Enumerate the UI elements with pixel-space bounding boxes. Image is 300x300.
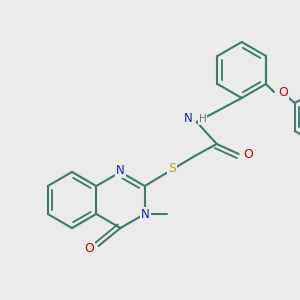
Text: O: O: [243, 148, 253, 161]
Text: N: N: [141, 208, 150, 220]
Text: O: O: [85, 242, 94, 256]
Text: N: N: [116, 164, 125, 178]
Text: H: H: [199, 114, 206, 124]
Text: N: N: [184, 112, 193, 125]
Text: O: O: [278, 86, 288, 100]
Text: S: S: [168, 163, 176, 176]
